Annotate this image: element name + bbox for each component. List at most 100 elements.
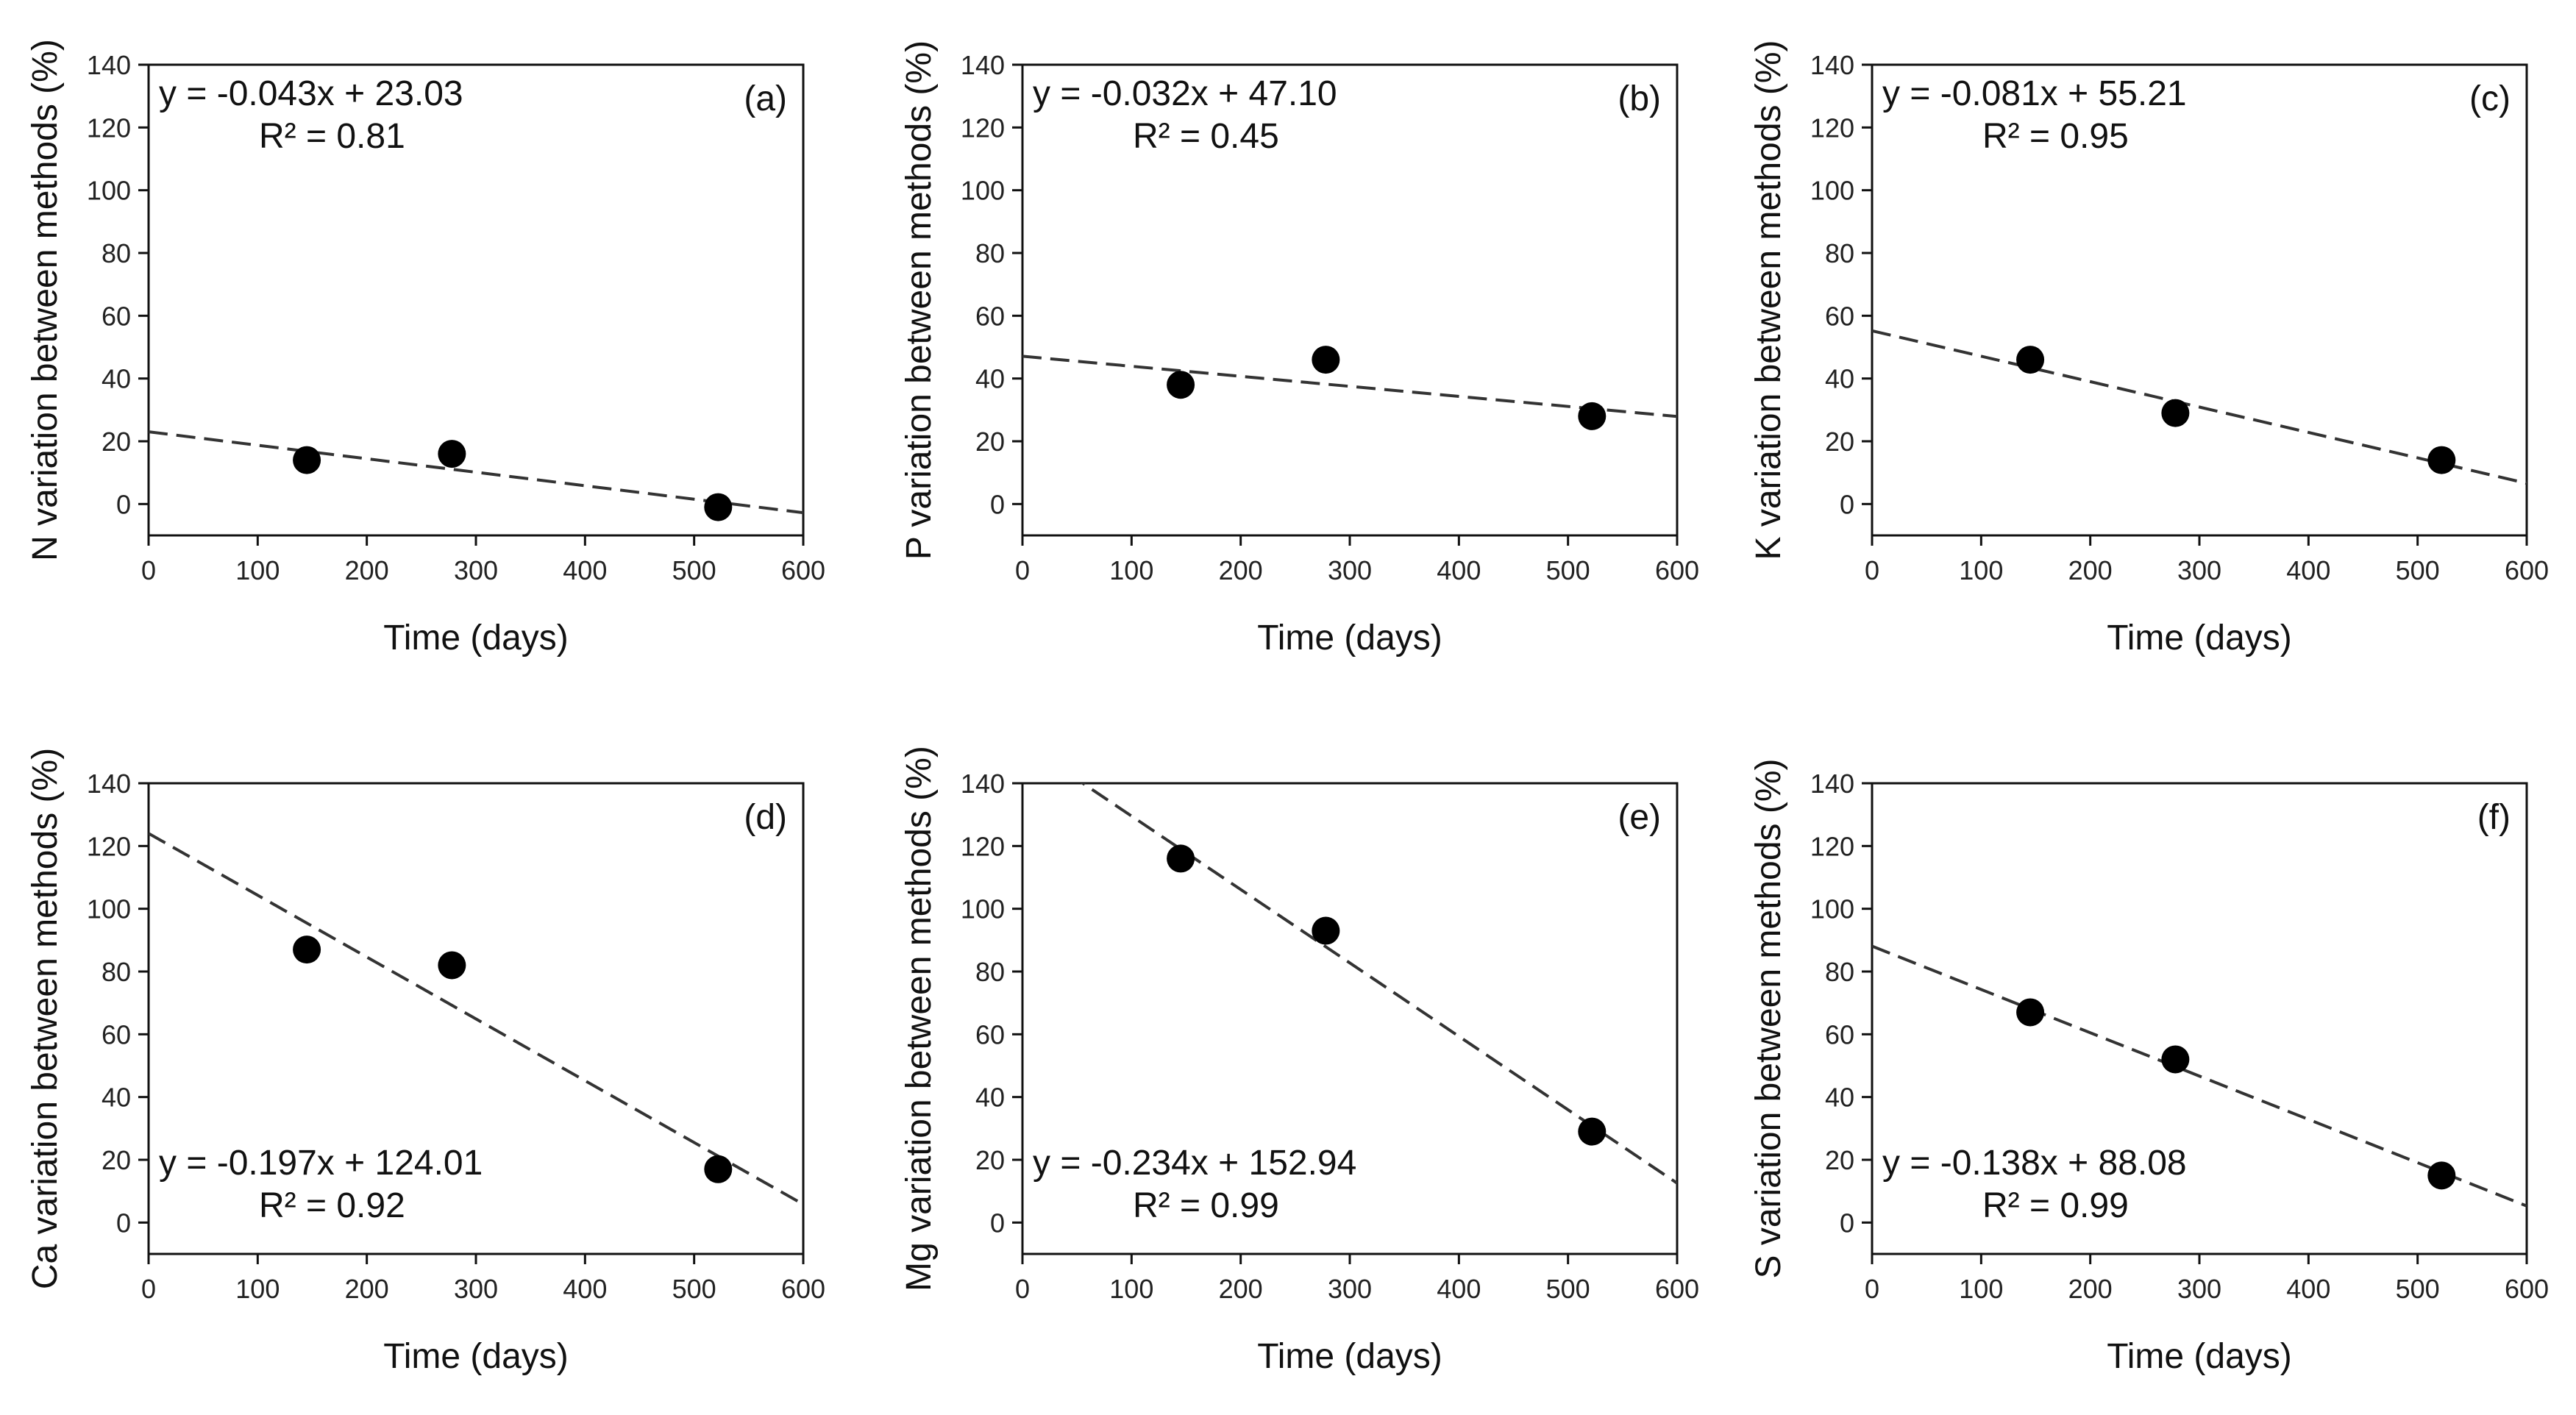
data-point xyxy=(2016,998,2045,1027)
panel-label: (c) xyxy=(2469,79,2511,118)
y-tick-label: 60 xyxy=(102,1019,131,1049)
chart-panel-6: 0 100 200 300 400 500 600 0 20 40 60 80 100 120 140 Tim… xyxy=(1749,758,2549,1376)
y-tick-label: 80 xyxy=(102,957,131,987)
y-tick-label: 100 xyxy=(961,176,1005,206)
y-axis-label: N variation between methods (%) xyxy=(26,39,65,561)
y-tick-label: 40 xyxy=(102,364,131,394)
x-axis-label: Time (days) xyxy=(1257,1337,1442,1376)
y-tick-label: 140 xyxy=(87,769,131,799)
y-axis-label: P variation between methods (%) xyxy=(900,40,939,560)
x-tick-label: 600 xyxy=(2505,555,2549,585)
data-point xyxy=(293,446,321,474)
x-tick-label: 500 xyxy=(1546,1274,1590,1304)
x-tick-label: 300 xyxy=(2177,555,2221,585)
regression-equation: y = -0.197x + 124.01 xyxy=(159,1144,483,1183)
y-tick-label: 60 xyxy=(1825,301,1854,331)
x-tick-label: 300 xyxy=(454,555,498,585)
y-tick-label: 40 xyxy=(975,364,1005,394)
x-tick-label: 400 xyxy=(1437,555,1481,585)
x-tick-label: 200 xyxy=(2068,555,2113,585)
x-tick-label: 300 xyxy=(1328,1274,1372,1304)
y-tick-label: 140 xyxy=(961,769,1005,799)
y-tick-label: 0 xyxy=(1840,1208,1854,1238)
data-point xyxy=(1312,346,1340,374)
data-point xyxy=(293,935,321,964)
panel-label: (a) xyxy=(744,79,787,118)
x-tick-label: 0 xyxy=(1865,555,1879,585)
r-squared: R² = 0.99 xyxy=(1982,1186,2129,1225)
plot-frame xyxy=(147,63,805,537)
plot-frame xyxy=(1021,63,1679,537)
r-squared: R² = 0.95 xyxy=(1982,117,2129,156)
y-tick-label: 140 xyxy=(1810,50,1854,80)
x-tick-label: 600 xyxy=(781,1274,825,1304)
r-squared: R² = 0.45 xyxy=(1133,117,1279,156)
y-axis-label: S variation between methods (%) xyxy=(1749,758,1788,1278)
x-tick-label: 100 xyxy=(1109,1274,1153,1304)
x-tick-label: 500 xyxy=(2396,1274,2440,1304)
y-tick-label: 20 xyxy=(975,1145,1005,1175)
y-tick-label: 20 xyxy=(102,427,131,457)
chart-panel-2: 0 100 200 300 400 500 600 0 20 40 60 80 100 120 140 Tim… xyxy=(900,40,1699,657)
regression-line xyxy=(149,430,803,515)
y-tick-label: 100 xyxy=(1810,894,1854,924)
regression-equation: y = -0.138x + 88.08 xyxy=(1882,1144,2187,1183)
y-tick-label: 40 xyxy=(1825,364,1854,394)
x-tick-label: 500 xyxy=(2396,555,2440,585)
x-tick-label: 0 xyxy=(1015,1274,1030,1304)
y-tick-label: 20 xyxy=(102,1145,131,1175)
regression-equation: y = -0.081x + 55.21 xyxy=(1882,74,2187,113)
chart-panel-5: 0 100 200 300 400 500 600 0 20 40 60 80 100 120 140 Tim… xyxy=(900,746,1699,1376)
x-tick-label: 0 xyxy=(141,1274,156,1304)
regression-equation: y = -0.043x + 23.03 xyxy=(159,74,463,113)
data-point xyxy=(704,1155,733,1183)
x-tick-label: 100 xyxy=(235,555,280,585)
y-tick-label: 80 xyxy=(975,238,1005,268)
data-point xyxy=(1578,1117,1607,1146)
x-axis-label: Time (days) xyxy=(383,1337,569,1376)
x-tick-label: 100 xyxy=(1109,555,1153,585)
data-point xyxy=(2427,1161,2456,1190)
data-point xyxy=(2161,399,2190,427)
x-tick-label: 300 xyxy=(1328,555,1372,585)
x-tick-label: 0 xyxy=(1015,555,1030,585)
panel-label: (e) xyxy=(1618,798,1661,837)
panel-label: (b) xyxy=(1618,79,1661,118)
data-point xyxy=(1312,916,1340,945)
x-tick-label: 400 xyxy=(563,555,607,585)
y-tick-label: 80 xyxy=(102,238,131,268)
x-tick-label: 200 xyxy=(1219,1274,1263,1304)
y-tick-label: 40 xyxy=(102,1083,131,1113)
x-tick-label: 100 xyxy=(1959,555,2003,585)
y-tick-label: 140 xyxy=(87,50,131,80)
panel-label: (f) xyxy=(2477,798,2511,837)
y-tick-label: 140 xyxy=(961,50,1005,80)
data-point xyxy=(1578,402,1607,430)
y-tick-label: 80 xyxy=(1825,238,1854,268)
plot-frame xyxy=(1871,782,2528,1255)
y-tick-label: 100 xyxy=(87,894,131,924)
x-tick-label: 600 xyxy=(2505,1274,2549,1304)
y-tick-label: 80 xyxy=(975,957,1005,987)
r-squared: R² = 0.92 xyxy=(259,1186,405,1225)
data-point xyxy=(438,440,466,468)
y-tick-label: 0 xyxy=(116,1208,131,1238)
x-tick-label: 200 xyxy=(2068,1274,2113,1304)
x-tick-label: 0 xyxy=(141,555,156,585)
y-tick-label: 40 xyxy=(1825,1083,1854,1113)
x-tick-label: 500 xyxy=(1546,555,1590,585)
r-squared: R² = 0.99 xyxy=(1133,1186,1279,1225)
y-tick-label: 20 xyxy=(975,427,1005,457)
y-tick-label: 60 xyxy=(1825,1019,1854,1049)
chart-panel-3: 0 100 200 300 400 500 600 0 20 40 60 80 100 120 140 Tim… xyxy=(1749,40,2549,657)
r-squared: R² = 0.81 xyxy=(259,117,405,156)
x-axis-label: Time (days) xyxy=(1257,619,1442,657)
y-tick-label: 120 xyxy=(961,831,1005,861)
y-tick-label: 60 xyxy=(975,1019,1005,1049)
x-tick-label: 0 xyxy=(1865,1274,1879,1304)
x-axis-label: Time (days) xyxy=(383,619,569,657)
y-tick-label: 120 xyxy=(87,831,131,861)
y-tick-label: 20 xyxy=(1825,1145,1854,1175)
x-tick-label: 200 xyxy=(345,555,389,585)
regression-equation: y = -0.032x + 47.10 xyxy=(1033,74,1337,113)
